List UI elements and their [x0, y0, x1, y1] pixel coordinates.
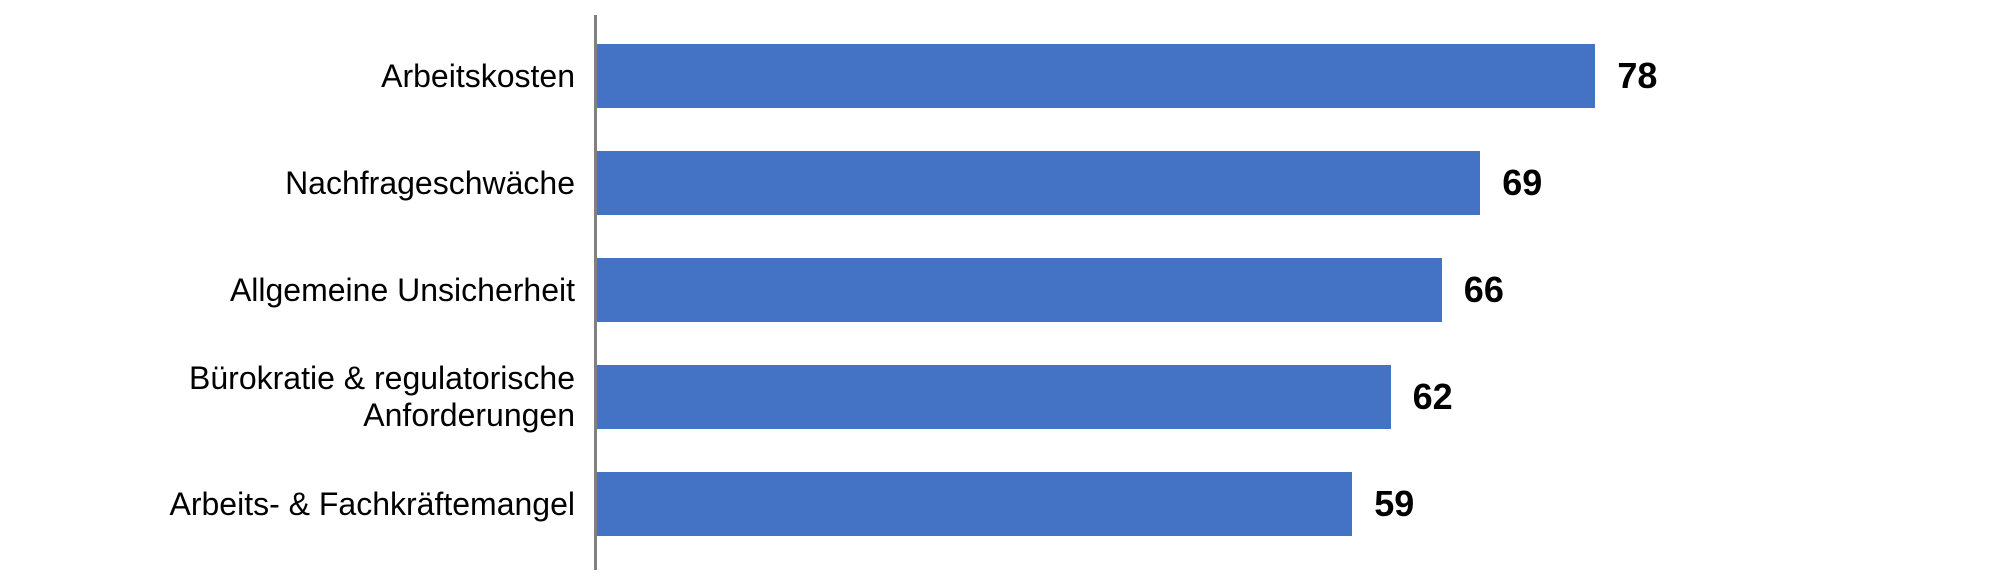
value-label: 78: [1617, 55, 1657, 97]
bar: [597, 44, 1595, 108]
value-label: 62: [1413, 376, 1453, 418]
value-label: 59: [1374, 483, 1414, 525]
bar: [597, 258, 1442, 322]
value-label: 69: [1502, 162, 1542, 204]
category-label: Bürokratie & regulatorische Anforderunge…: [0, 360, 575, 434]
bar: [597, 365, 1391, 429]
horizontal-bar-chart: Arbeitskosten 78 Nachfrageschwäche 69 Allgem…: [0, 0, 2001, 582]
bar: [597, 472, 1352, 536]
category-label: Arbeitskosten: [381, 58, 575, 95]
category-label: Nachfrageschwäche: [285, 165, 575, 202]
category-label: Arbeits- & Fachkräftemangel: [170, 486, 576, 523]
category-label: Allgemeine Unsicherheit: [230, 272, 575, 309]
bar: [597, 151, 1480, 215]
value-label: 66: [1464, 269, 1504, 311]
